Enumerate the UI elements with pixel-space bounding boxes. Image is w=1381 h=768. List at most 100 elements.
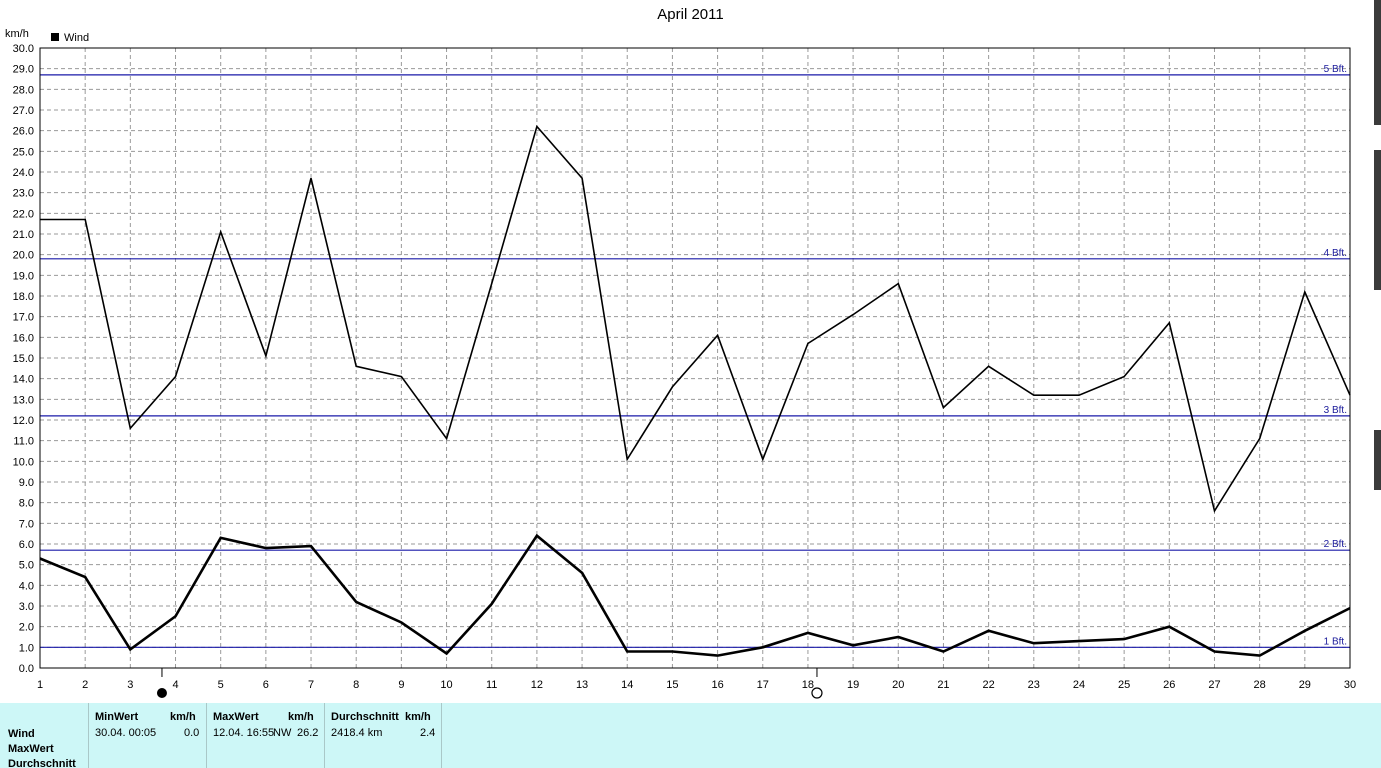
y-tick-label: 14.0 xyxy=(13,374,34,386)
bft-label: 1 Bft. xyxy=(1324,636,1347,647)
avg-value: 2.4 xyxy=(420,727,436,739)
min-unit: km/h xyxy=(170,711,196,723)
max-direction: NW xyxy=(273,727,292,739)
y-tick-label: 11.0 xyxy=(13,436,34,448)
x-tick-label: 12 xyxy=(531,679,543,691)
y-tick-label: 30.0 xyxy=(13,43,34,55)
x-tick-label: 7 xyxy=(308,679,314,691)
row-label-durchschnitt: Durchschnitt xyxy=(8,758,76,768)
x-tick-label: 20 xyxy=(892,679,904,691)
new-moon-icon xyxy=(156,688,167,698)
max-column: MaxWert km/h 12.04. 16:55 NW 26.2 xyxy=(206,703,324,768)
bft-label: 2 Bft. xyxy=(1324,539,1347,550)
y-tick-label: 1.0 xyxy=(19,642,34,654)
y-tick-label: 29.0 xyxy=(13,64,34,76)
y-tick-label: 24.0 xyxy=(13,167,34,179)
full-moon-icon xyxy=(811,687,823,699)
avg-unit: km/h xyxy=(405,711,431,723)
y-tick-label: 5.0 xyxy=(19,560,34,572)
x-tick-label: 17 xyxy=(757,679,769,691)
x-tick-label: 14 xyxy=(621,679,633,691)
grid xyxy=(40,48,1350,668)
x-tick-label: 24 xyxy=(1073,679,1085,691)
bft-label: 5 Bft. xyxy=(1324,64,1347,75)
x-tick-label: 2 xyxy=(82,679,88,691)
x-tick-label: 10 xyxy=(440,679,452,691)
row-label-maxwert: MaxWert xyxy=(8,743,54,755)
beaufort-lines: 1 Bft. 2 Bft. 3 Bft. 4 Bft. 5 Bft. xyxy=(40,64,1350,648)
moon-phases xyxy=(156,668,823,699)
avg-distance: 2418.4 km xyxy=(331,727,383,739)
x-tick-label: 25 xyxy=(1118,679,1130,691)
y-tick-label: 18.0 xyxy=(13,291,34,303)
max-unit: km/h xyxy=(288,711,314,723)
y-tick-label: 21.0 xyxy=(13,229,34,241)
y-tick-label: 10.0 xyxy=(13,456,34,468)
wind-chart: km/h Wind 1 Bft. 2 Bft. 3 Bft. 4 Bft. 5 Bft.… xyxy=(5,28,1356,699)
max-value: 26.2 xyxy=(297,727,319,739)
x-tick-label: 18 xyxy=(802,679,814,691)
x-tick-label: 15 xyxy=(666,679,678,691)
x-tick-label: 3 xyxy=(127,679,133,691)
avg-column: Durchschnitt km/h 2418.4 km 2.4 xyxy=(324,703,442,768)
y-tick-label: 28.0 xyxy=(13,84,34,96)
series xyxy=(39,124,1351,657)
chart-title: April 2011 xyxy=(657,6,724,23)
y-tick-label: 6.0 xyxy=(19,539,34,551)
y-tick-label: 17.0 xyxy=(13,312,34,324)
right-edge xyxy=(1368,0,1381,703)
max-date: 12.04. 16:55 xyxy=(213,727,275,739)
y-tick-label: 23.0 xyxy=(13,188,34,200)
x-tick-label: 9 xyxy=(398,679,404,691)
y-tick-label: 9.0 xyxy=(19,477,34,489)
x-tick-label: 16 xyxy=(711,679,723,691)
y-tick-label: 20.0 xyxy=(13,250,34,262)
y-tick-label: 27.0 xyxy=(13,105,34,117)
y-tick-label: 13.0 xyxy=(13,394,34,406)
y-tick-label: 4.0 xyxy=(19,580,34,592)
x-tick-label: 21 xyxy=(937,679,949,691)
stats-panel: Wind MaxWert Durchschnitt MinWert km/h 3… xyxy=(0,703,1381,768)
series-line-average xyxy=(39,533,1351,657)
bft-label: 3 Bft. xyxy=(1324,405,1347,416)
y-tick-label: 7.0 xyxy=(19,518,34,530)
x-tick-label: 13 xyxy=(576,679,588,691)
y-tick-label: 25.0 xyxy=(13,146,34,158)
stats-row-labels: Wind MaxWert Durchschnitt xyxy=(8,727,76,768)
y-tick-label: 16.0 xyxy=(13,332,34,344)
x-tick-label: 4 xyxy=(172,679,178,691)
bft-label: 4 Bft. xyxy=(1324,248,1347,259)
y-axis-label: km/h xyxy=(5,28,29,40)
min-header: MinWert xyxy=(95,711,139,723)
avg-header: Durchschnitt xyxy=(331,711,399,723)
legend-swatch xyxy=(51,33,59,41)
min-column: MinWert km/h 30.04. 00:05 0.0 xyxy=(88,703,206,768)
series-line-max xyxy=(40,124,1351,513)
x-tick-label: 1 xyxy=(37,679,43,691)
x-tick-label: 29 xyxy=(1299,679,1311,691)
x-tick-label: 5 xyxy=(218,679,224,691)
x-tick-label: 28 xyxy=(1254,679,1266,691)
y-tick-label: 26.0 xyxy=(13,126,34,138)
x-tick-label: 30 xyxy=(1344,679,1356,691)
plot-frame xyxy=(39,47,1351,669)
y-tick-label: 2.0 xyxy=(19,622,34,634)
stats-end-divider xyxy=(441,703,443,768)
max-header: MaxWert xyxy=(213,711,259,723)
x-tick-label: 11 xyxy=(486,679,497,691)
y-tick-label: 3.0 xyxy=(19,601,34,613)
x-tick-label: 22 xyxy=(982,679,994,691)
x-tick-label: 27 xyxy=(1208,679,1220,691)
x-tick-label: 8 xyxy=(353,679,359,691)
x-tick-label: 23 xyxy=(1028,679,1040,691)
x-tick-label: 6 xyxy=(263,679,269,691)
y-tick-label: 0.0 xyxy=(19,663,34,675)
row-label-wind: Wind xyxy=(8,728,35,740)
x-tick-label: 19 xyxy=(847,679,859,691)
y-tick-label: 12.0 xyxy=(13,415,34,427)
y-tick-label: 8.0 xyxy=(19,498,34,510)
y-tick-label: 15.0 xyxy=(13,353,34,365)
x-tick-label: 26 xyxy=(1163,679,1175,691)
y-tick-label: 22.0 xyxy=(13,208,34,220)
min-date: 30.04. 00:05 xyxy=(95,727,157,739)
